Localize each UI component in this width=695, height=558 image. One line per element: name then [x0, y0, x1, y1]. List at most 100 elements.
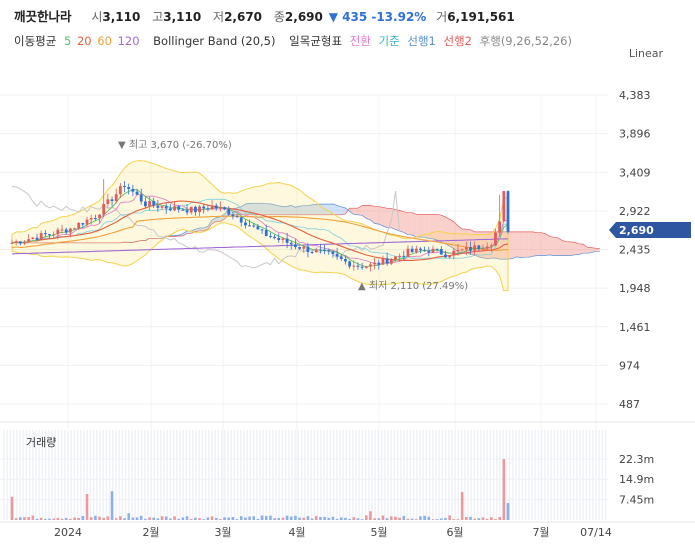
candle-body	[23, 241, 26, 244]
time-tick-label: 4월	[288, 526, 305, 539]
cloud-segment	[541, 232, 546, 256]
candle-body	[123, 186, 126, 188]
volume-bar	[173, 516, 176, 520]
candle-body	[177, 206, 181, 210]
volume-bar	[323, 516, 326, 520]
ichimoku-lag-label: 후행(9,26,52,26)	[479, 34, 572, 48]
cloud-segment	[349, 208, 354, 215]
candle-body	[402, 255, 406, 257]
time-tick-label: 5월	[370, 526, 387, 539]
candle-body	[64, 229, 68, 233]
cloud-segment	[337, 205, 342, 215]
candle-body	[489, 245, 493, 247]
price-tick-label: 487	[619, 398, 640, 411]
close-value: 2,690	[284, 10, 323, 24]
candle-body	[244, 222, 247, 226]
cloud-segment	[516, 231, 521, 258]
volume-bar	[210, 516, 214, 520]
volume-bar	[135, 517, 139, 520]
volume-bars	[10, 459, 510, 520]
candle-body	[18, 241, 22, 244]
cloud-segment	[508, 231, 513, 260]
volume-bar	[35, 518, 39, 520]
candle-body	[335, 253, 339, 257]
volume-bar	[239, 516, 243, 520]
candle-body	[435, 248, 439, 250]
candle-body	[464, 247, 468, 250]
volume-bar	[498, 517, 501, 520]
candle-body	[269, 236, 272, 238]
current-price-label: 2,690	[619, 224, 654, 237]
volume-bar	[110, 491, 114, 520]
cloud-segment	[528, 231, 534, 258]
cloud-segment	[312, 204, 317, 215]
candle-body	[444, 254, 447, 258]
candle-body	[223, 207, 226, 210]
cloud-segment	[382, 207, 388, 228]
candle-body	[377, 262, 381, 265]
cloud-segment	[316, 204, 321, 215]
volume-bar	[256, 518, 260, 520]
cloud-segment	[583, 244, 588, 254]
volume-bar	[352, 517, 356, 520]
candle-body	[289, 242, 293, 245]
bollinger-label[interactable]: Bollinger Band (20,5)	[153, 34, 276, 48]
cloud-segment	[366, 205, 371, 220]
candle-body	[219, 207, 222, 209]
ichimoku-label[interactable]: 일목균형표	[289, 34, 343, 48]
volume-bar	[339, 517, 343, 520]
candle-body	[310, 251, 314, 253]
volume-bar	[494, 519, 497, 520]
candle-body	[89, 217, 93, 220]
volume-bar	[281, 517, 285, 520]
cloud-segment	[362, 205, 367, 219]
cloud-segment	[353, 208, 358, 215]
volume-bar	[319, 516, 322, 520]
candle-body	[239, 217, 243, 223]
candle-body	[331, 251, 335, 254]
candle-body	[423, 250, 427, 252]
volume-bar	[302, 517, 306, 520]
candle-body	[85, 219, 89, 225]
volume-bar	[485, 518, 489, 520]
candle-body	[56, 229, 60, 235]
volume-bar	[81, 516, 85, 520]
scale-mode-button[interactable]: Linear	[628, 47, 663, 60]
cloud-segment	[524, 231, 529, 258]
ichimoku-conv-label: 전환	[349, 34, 371, 48]
cloud-segment	[207, 219, 213, 230]
ma-label[interactable]: 이동평균	[14, 34, 57, 48]
cloud-segment	[357, 205, 363, 216]
volume-bar	[44, 518, 47, 520]
volume-grid	[0, 430, 608, 520]
cloud-segment	[562, 240, 567, 256]
cloud-segment	[216, 216, 221, 222]
candles	[10, 179, 510, 272]
volume-bar	[227, 517, 231, 520]
candle-body	[164, 206, 168, 209]
close-label: 종	[273, 10, 285, 24]
candle-body	[298, 247, 301, 249]
volume-bar	[310, 518, 314, 520]
volume-bar	[360, 519, 364, 520]
candle-body	[469, 247, 472, 251]
candle-body	[348, 261, 352, 267]
candle-body	[398, 255, 402, 257]
candle-body	[498, 221, 502, 233]
ma120-line	[11, 238, 509, 255]
stock-name: 깨끗한나라	[14, 9, 72, 24]
volume-bar	[160, 516, 164, 520]
candle-body	[352, 265, 356, 267]
ma5-line	[11, 189, 509, 268]
cloud-segment	[407, 212, 413, 235]
low-value: 2,670	[224, 10, 263, 24]
candle-body	[102, 203, 106, 215]
candle-body	[148, 201, 151, 207]
cloud-segment	[482, 231, 488, 259]
volume-bar	[223, 517, 226, 520]
candle-body	[231, 214, 235, 217]
volume-bar	[490, 517, 493, 520]
candle-body	[360, 266, 364, 268]
volume-bar	[89, 517, 93, 520]
